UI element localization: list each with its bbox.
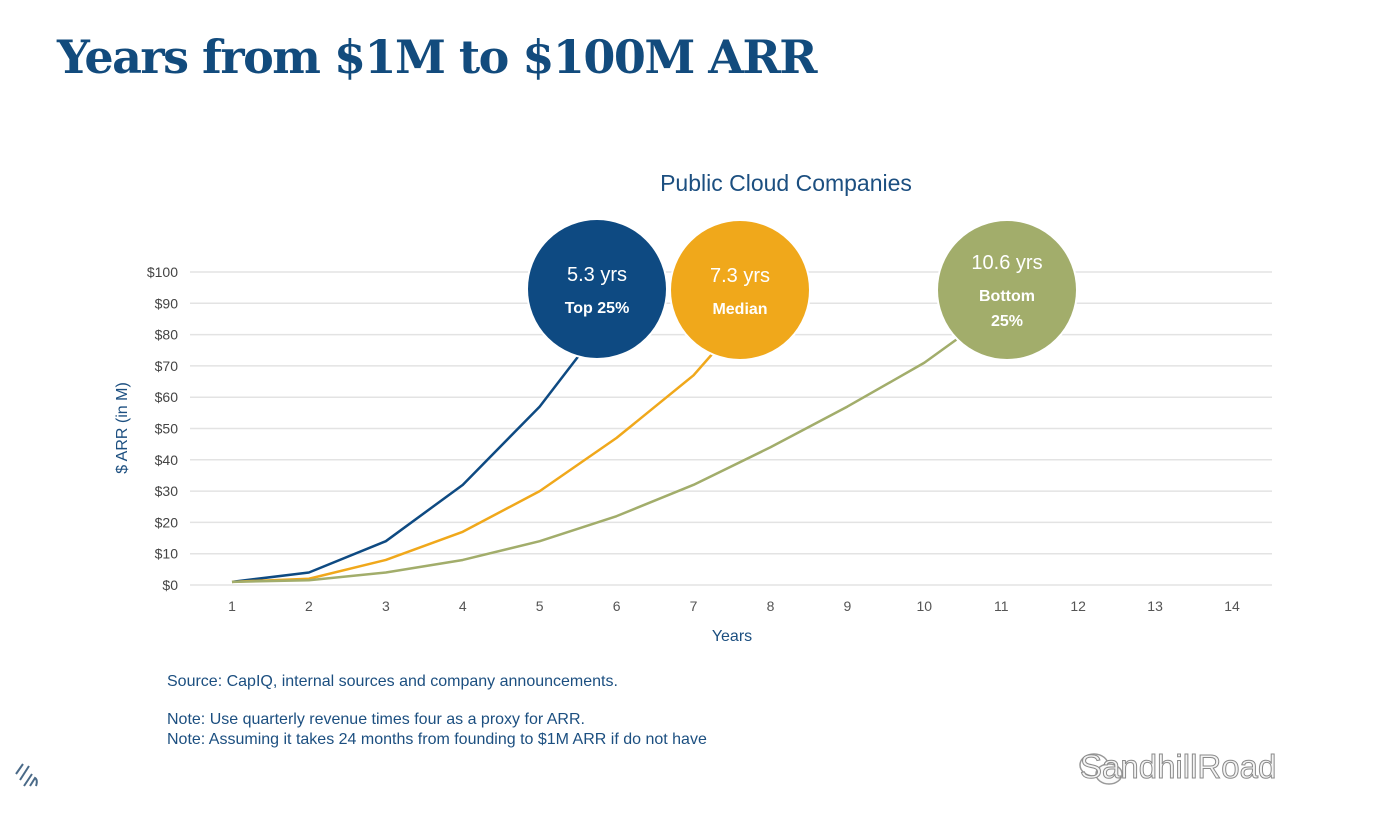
bubble-label: Top 25% — [565, 300, 630, 317]
x-tick-label: 12 — [1070, 598, 1086, 614]
x-tick-label: 10 — [917, 598, 933, 614]
x-tick-label: 3 — [382, 598, 390, 614]
bubble-value: 10.6 yrs — [971, 252, 1042, 274]
wechat-icon — [1079, 753, 1123, 785]
x-tick-label: 11 — [994, 598, 1009, 614]
x-tick-label: 7 — [690, 598, 698, 614]
source-note: Source: CapIQ, internal sources and comp… — [167, 673, 618, 690]
y-tick-label: $100 — [147, 264, 178, 280]
bubble-label: Median — [712, 301, 767, 318]
y-tick-label: $0 — [162, 577, 178, 593]
page-title: Years from $1M to $100M ARR — [57, 30, 817, 84]
y-tick-label: $90 — [155, 295, 179, 311]
note-proxy: Note: Use quarterly revenue times four a… — [167, 711, 585, 728]
x-tick-label: 9 — [843, 598, 851, 614]
bubble-0 — [526, 218, 668, 360]
series-line-2 — [231, 336, 960, 584]
bubble-1 — [669, 219, 811, 361]
x-tick-label: 14 — [1224, 598, 1240, 614]
x-tick-label: 2 — [305, 598, 313, 614]
chart-title: Public Cloud Companies — [660, 170, 912, 196]
bubble-value: 7.3 yrs — [710, 265, 770, 287]
x-tick-label: 8 — [767, 598, 775, 614]
y-tick-label: $20 — [155, 514, 179, 530]
x-tick-label: 13 — [1147, 598, 1163, 614]
y-tick-label: $50 — [155, 421, 179, 437]
x-axis-label: Years — [712, 628, 752, 645]
series-line-1 — [231, 352, 714, 584]
y-tick-label: $30 — [155, 483, 179, 499]
y-tick-label: $70 — [155, 358, 179, 374]
y-tick-label: $60 — [155, 389, 179, 405]
y-axis-label: $ ARR (in M) — [114, 382, 131, 474]
y-tick-label: $40 — [155, 452, 179, 468]
x-tick-label: 6 — [613, 598, 621, 614]
y-tick-label: $80 — [155, 327, 179, 343]
brand-logo-icon — [15, 763, 38, 787]
bubble-label: 25% — [991, 313, 1023, 330]
series-line-0 — [231, 355, 580, 584]
y-tick-label: $10 — [155, 546, 179, 562]
bubble-label: Bottom — [979, 288, 1035, 305]
bubble-2 — [936, 219, 1078, 361]
bubble-value: 5.3 yrs — [567, 264, 627, 286]
x-tick-label: 1 — [228, 598, 236, 614]
x-tick-label: 4 — [459, 598, 467, 614]
note-assumption: Note: Assuming it takes 24 months from f… — [167, 731, 707, 748]
x-tick-label: 5 — [536, 598, 544, 614]
watermark: SandhillRoad — [1079, 748, 1277, 786]
